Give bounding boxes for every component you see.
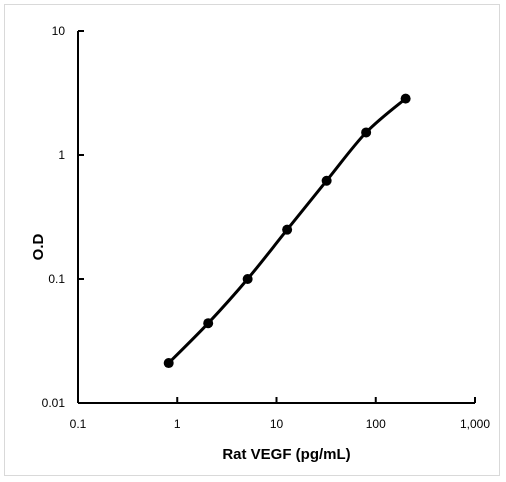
data-points — [163, 93, 411, 369]
y-tick-label: 0.01 — [42, 396, 66, 410]
chart-frame — [4, 4, 500, 476]
data-point — [400, 93, 411, 104]
y-ticks: 0.01 0.1 1 10 — [42, 24, 84, 410]
x-tick-label: 10 — [270, 417, 284, 431]
y-tick-label: 1 — [58, 148, 65, 162]
x-tick-label: 0.1 — [70, 417, 87, 431]
data-point — [203, 318, 214, 329]
x-tick-label: 100 — [366, 417, 386, 431]
data-point — [242, 274, 253, 284]
x-tick-label: 1,000 — [460, 417, 490, 431]
data-point — [282, 224, 293, 235]
data-point — [163, 358, 174, 369]
x-axis-title: Rat VEGF (pg/mL) — [222, 446, 350, 463]
data-point — [361, 127, 372, 138]
y-axis-title: O.D — [30, 234, 47, 261]
x-ticks: 0.1 1 10 100 1,000 — [70, 397, 490, 431]
y-tick-label: 10 — [52, 24, 66, 38]
x-tick-label: 1 — [174, 417, 181, 431]
axes — [77, 31, 475, 404]
data-point — [321, 175, 332, 186]
y-tick-label: 0.1 — [48, 272, 65, 286]
